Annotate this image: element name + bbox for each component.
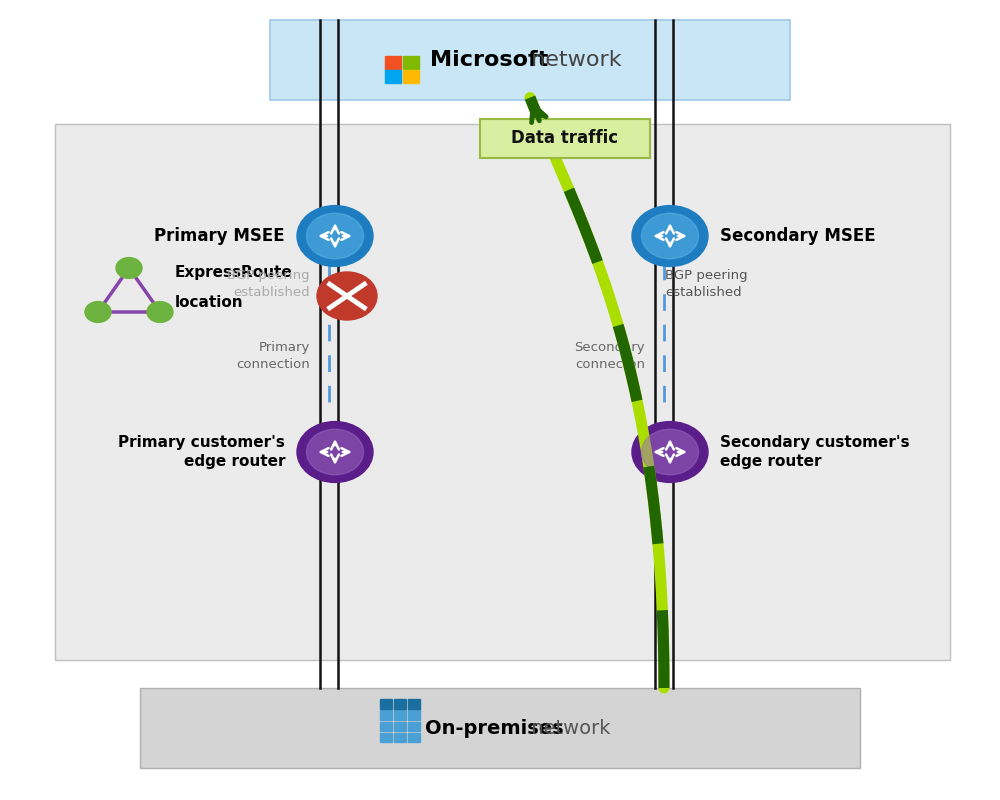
Circle shape (297, 206, 373, 266)
Text: Primary MSEE: Primary MSEE (154, 227, 285, 245)
Circle shape (642, 214, 698, 258)
Bar (385, 70, 401, 83)
Bar (408, 733, 420, 742)
Bar (403, 70, 419, 83)
Bar (380, 733, 392, 742)
Circle shape (317, 272, 377, 320)
Bar (408, 722, 420, 731)
Circle shape (297, 422, 373, 482)
Bar (403, 56, 419, 69)
FancyBboxPatch shape (140, 688, 860, 768)
Text: BGP peering
established: BGP peering established (227, 269, 310, 299)
Circle shape (306, 214, 364, 258)
Bar (394, 710, 406, 720)
FancyBboxPatch shape (55, 124, 950, 660)
Text: network: network (524, 50, 622, 70)
Bar (385, 56, 401, 69)
Circle shape (147, 302, 173, 322)
Bar (394, 699, 406, 709)
Text: Secondary MSEE: Secondary MSEE (720, 227, 876, 245)
Bar (380, 710, 392, 720)
Text: Secondary customer's
edge router: Secondary customer's edge router (720, 434, 910, 470)
Text: Microsoft: Microsoft (430, 50, 548, 70)
Circle shape (85, 302, 111, 322)
Text: ExpressRoute: ExpressRoute (175, 265, 293, 280)
Text: Secondary
connecton: Secondary connecton (574, 341, 645, 371)
Circle shape (632, 206, 708, 266)
FancyBboxPatch shape (270, 20, 790, 100)
Bar (380, 722, 392, 731)
Bar (394, 722, 406, 731)
Text: On-premises: On-premises (425, 718, 564, 738)
Bar (394, 733, 406, 742)
Text: location: location (175, 295, 244, 310)
Bar (380, 699, 392, 709)
Circle shape (632, 422, 708, 482)
FancyBboxPatch shape (480, 119, 650, 158)
Circle shape (306, 429, 364, 475)
Bar (408, 710, 420, 720)
Text: Data traffic: Data traffic (511, 130, 619, 147)
Circle shape (116, 258, 142, 278)
Bar (408, 699, 420, 709)
Text: Primary
connection: Primary connection (236, 341, 310, 371)
Text: BGP peering
established: BGP peering established (665, 269, 748, 299)
Text: Primary customer's
edge router: Primary customer's edge router (118, 434, 285, 470)
Text: network: network (525, 718, 610, 738)
Circle shape (642, 429, 698, 475)
